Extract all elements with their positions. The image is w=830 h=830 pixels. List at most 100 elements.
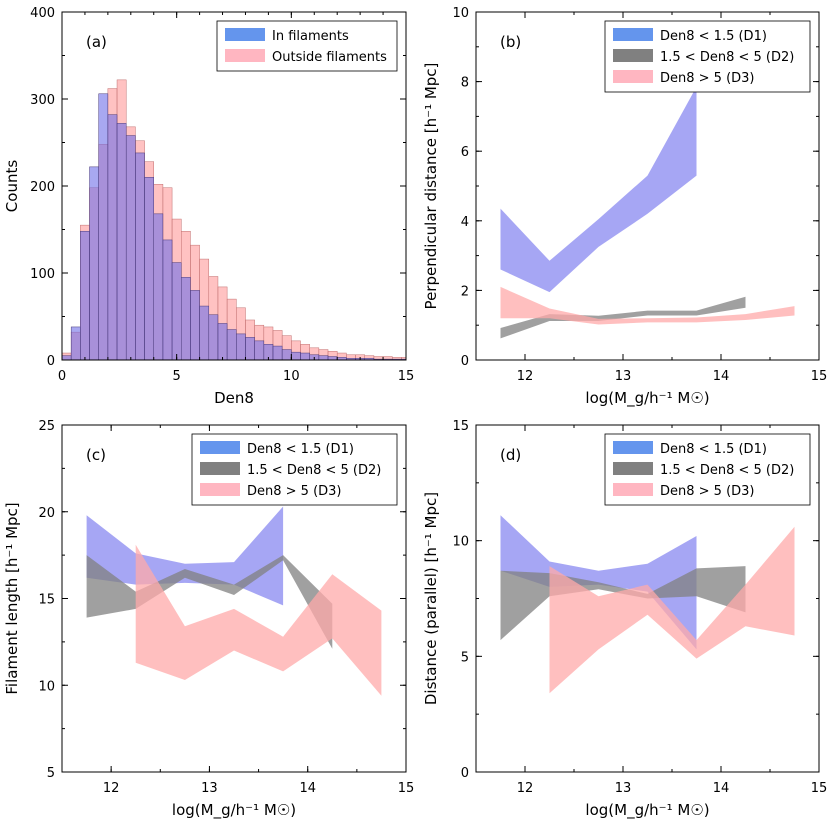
bar-in-filaments-7 — [125, 135, 136, 360]
band-den8-5-d3 — [549, 526, 795, 694]
panel-d: 12 13 14 15 0 5 10 15 log(M_g/h⁻¹ M☉) Distance (p… — [422, 419, 827, 820]
bar-in-filaments-12 — [171, 262, 182, 360]
y-tick-label: 25 — [38, 419, 55, 434]
plot-area — [500, 515, 795, 694]
plot-area — [500, 86, 795, 339]
legend-swatch-1-5-den8-5-d2 — [200, 462, 240, 475]
legend: Den8 < 1.5 (D1) 1.5 < Den8 < 5 (D2) Den8 >… — [191, 433, 398, 506]
band-den8-5-d3 — [135, 544, 382, 696]
legend-label-den8-5-d3: Den8 > 5 (D3) — [247, 484, 342, 499]
x-tick-label: 0 — [58, 369, 66, 384]
legend-swatch-1-5-den8-5-d2 — [613, 49, 653, 62]
x-tick-label: 5 — [173, 369, 181, 384]
y-axis-title: Counts — [3, 160, 21, 213]
bar-in-filaments-26 — [300, 352, 310, 360]
x-tick-label: 12 — [517, 369, 534, 384]
legend-swatch-den8-1-5-d1 — [613, 28, 653, 41]
bar-in-filaments-4 — [98, 93, 109, 360]
band-den8-5-d3 — [500, 286, 795, 325]
legend-label-in-filaments: In filaments — [272, 29, 349, 44]
legend-label-den8-1-5-d1: Den8 < 1.5 (D1) — [660, 442, 767, 457]
bar-in-filaments-3 — [89, 166, 99, 360]
x-tick-label: 12 — [517, 781, 534, 796]
legend: In filaments Outside filaments — [216, 20, 398, 72]
x-tick-label: 15 — [398, 369, 415, 384]
bar-in-filaments-24 — [281, 349, 292, 360]
x-tick-label: 13 — [201, 781, 218, 796]
legend-label-den8-5-d3: Den8 > 5 (D3) — [660, 484, 755, 499]
x-tick-label: 14 — [713, 369, 730, 384]
panel-label: (c) — [86, 446, 106, 464]
legend-label-1-5-den8-5-d2: 1.5 < Den8 < 5 (D2) — [660, 463, 794, 478]
y-tick-label: 15 — [452, 419, 469, 434]
legend-label-den8-5-d3: Den8 > 5 (D3) — [660, 71, 755, 86]
y-tick-label: 5 — [47, 766, 55, 781]
y-tick-label: 100 — [30, 267, 55, 282]
legend-swatch-in-filaments — [225, 28, 265, 41]
x-tick-label: 13 — [615, 781, 632, 796]
panel-label: (d) — [500, 446, 521, 464]
y-tick-label: 2 — [461, 284, 469, 299]
y-tick-label: 6 — [461, 145, 469, 160]
x-tick-label: 12 — [103, 781, 120, 796]
y-tick-label: 0 — [47, 354, 55, 369]
panel-b: 12 13 14 15 0 2 4 6 8 10 log(M_g/h⁻¹ M☉) Perpendicu… — [422, 6, 827, 408]
bar-in-filaments-19 — [236, 333, 246, 360]
y-tick-label: 20 — [38, 506, 55, 521]
plot-area — [62, 79, 406, 360]
panel-c: 12 13 14 15 5 10 15 20 25 log(M_g/h⁻¹ M☉) Filament… — [3, 419, 414, 820]
bar-in-filaments-0 — [62, 355, 72, 360]
legend-swatch-outside-filaments — [225, 49, 265, 62]
y-tick-label: 10 — [452, 6, 469, 21]
bar-in-filaments-29 — [327, 356, 338, 360]
bar-in-filaments-13 — [181, 277, 191, 360]
bar-in-filaments-10 — [153, 213, 164, 360]
y-axis-title: Filament length [h⁻¹ Mpc] — [3, 502, 21, 694]
x-tick-label: 10 — [283, 369, 300, 384]
y-tick-label: 5 — [461, 650, 469, 665]
legend-label-1-5-den8-5-d2: 1.5 < Den8 < 5 (D2) — [660, 50, 794, 65]
panel-label: (a) — [86, 33, 107, 51]
bar-in-filaments-20 — [245, 337, 255, 360]
legend-swatch-den8-1-5-d1 — [200, 441, 240, 454]
x-axis-title: log(M_g/h⁻¹ M☉) — [585, 801, 709, 820]
legend-label-den8-1-5-d1: Den8 < 1.5 (D1) — [660, 29, 767, 44]
y-tick-label: 10 — [38, 679, 55, 694]
legend-label-den8-1-5-d1: Den8 < 1.5 (D1) — [247, 442, 354, 457]
bar-in-filaments-21 — [254, 340, 265, 360]
bar-in-filaments-14 — [190, 290, 200, 360]
bar-in-filaments-9 — [144, 177, 154, 360]
panel-label: (b) — [500, 33, 521, 51]
x-tick-label: 14 — [713, 781, 730, 796]
legend-swatch-den8-5-d3 — [200, 483, 240, 496]
x-tick-label: 15 — [811, 781, 828, 796]
bar-in-filaments-5 — [107, 114, 118, 360]
legend-swatch-den8-5-d3 — [613, 483, 653, 496]
legend: Den8 < 1.5 (D1) 1.5 < Den8 < 5 (D2) Den8 >… — [604, 433, 811, 506]
panel-a: 0 5 10 15 0 100 200 300 400 Den8 Counts (a) In filam… — [3, 6, 414, 407]
band-den8-1-5-d1 — [500, 86, 697, 293]
bar-in-filaments-17 — [217, 323, 228, 360]
bar-in-filaments-18 — [226, 329, 237, 360]
x-axis-title: log(M_g/h⁻¹ M☉) — [585, 389, 709, 408]
legend-swatch-den8-5-d3 — [613, 70, 653, 83]
x-axis-title: Den8 — [214, 389, 254, 407]
bar-in-filaments-15 — [199, 305, 210, 360]
y-tick-label: 200 — [30, 180, 55, 195]
legend-label-outside-filaments: Outside filaments — [272, 50, 387, 65]
y-tick-label: 300 — [30, 93, 55, 108]
y-tick-label: 10 — [452, 535, 469, 550]
y-tick-label: 8 — [461, 76, 469, 91]
y-tick-label: 4 — [461, 215, 469, 230]
legend-label-1-5-den8-5-d2: 1.5 < Den8 < 5 (D2) — [247, 463, 381, 478]
x-axis-title: log(M_g/h⁻¹ M☉) — [172, 801, 296, 820]
y-tick-label: 0 — [461, 766, 469, 781]
x-tick-label: 15 — [398, 781, 415, 796]
x-tick-label: 13 — [615, 369, 632, 384]
legend-swatch-1-5-den8-5-d2 — [613, 462, 653, 475]
bar-in-filaments-8 — [135, 152, 145, 360]
bar-in-filaments-6 — [116, 123, 127, 360]
band-1-5-den8-5-d2 — [500, 296, 746, 339]
bar-in-filaments-11 — [162, 239, 173, 360]
legend-swatch-den8-1-5-d1 — [613, 441, 653, 454]
